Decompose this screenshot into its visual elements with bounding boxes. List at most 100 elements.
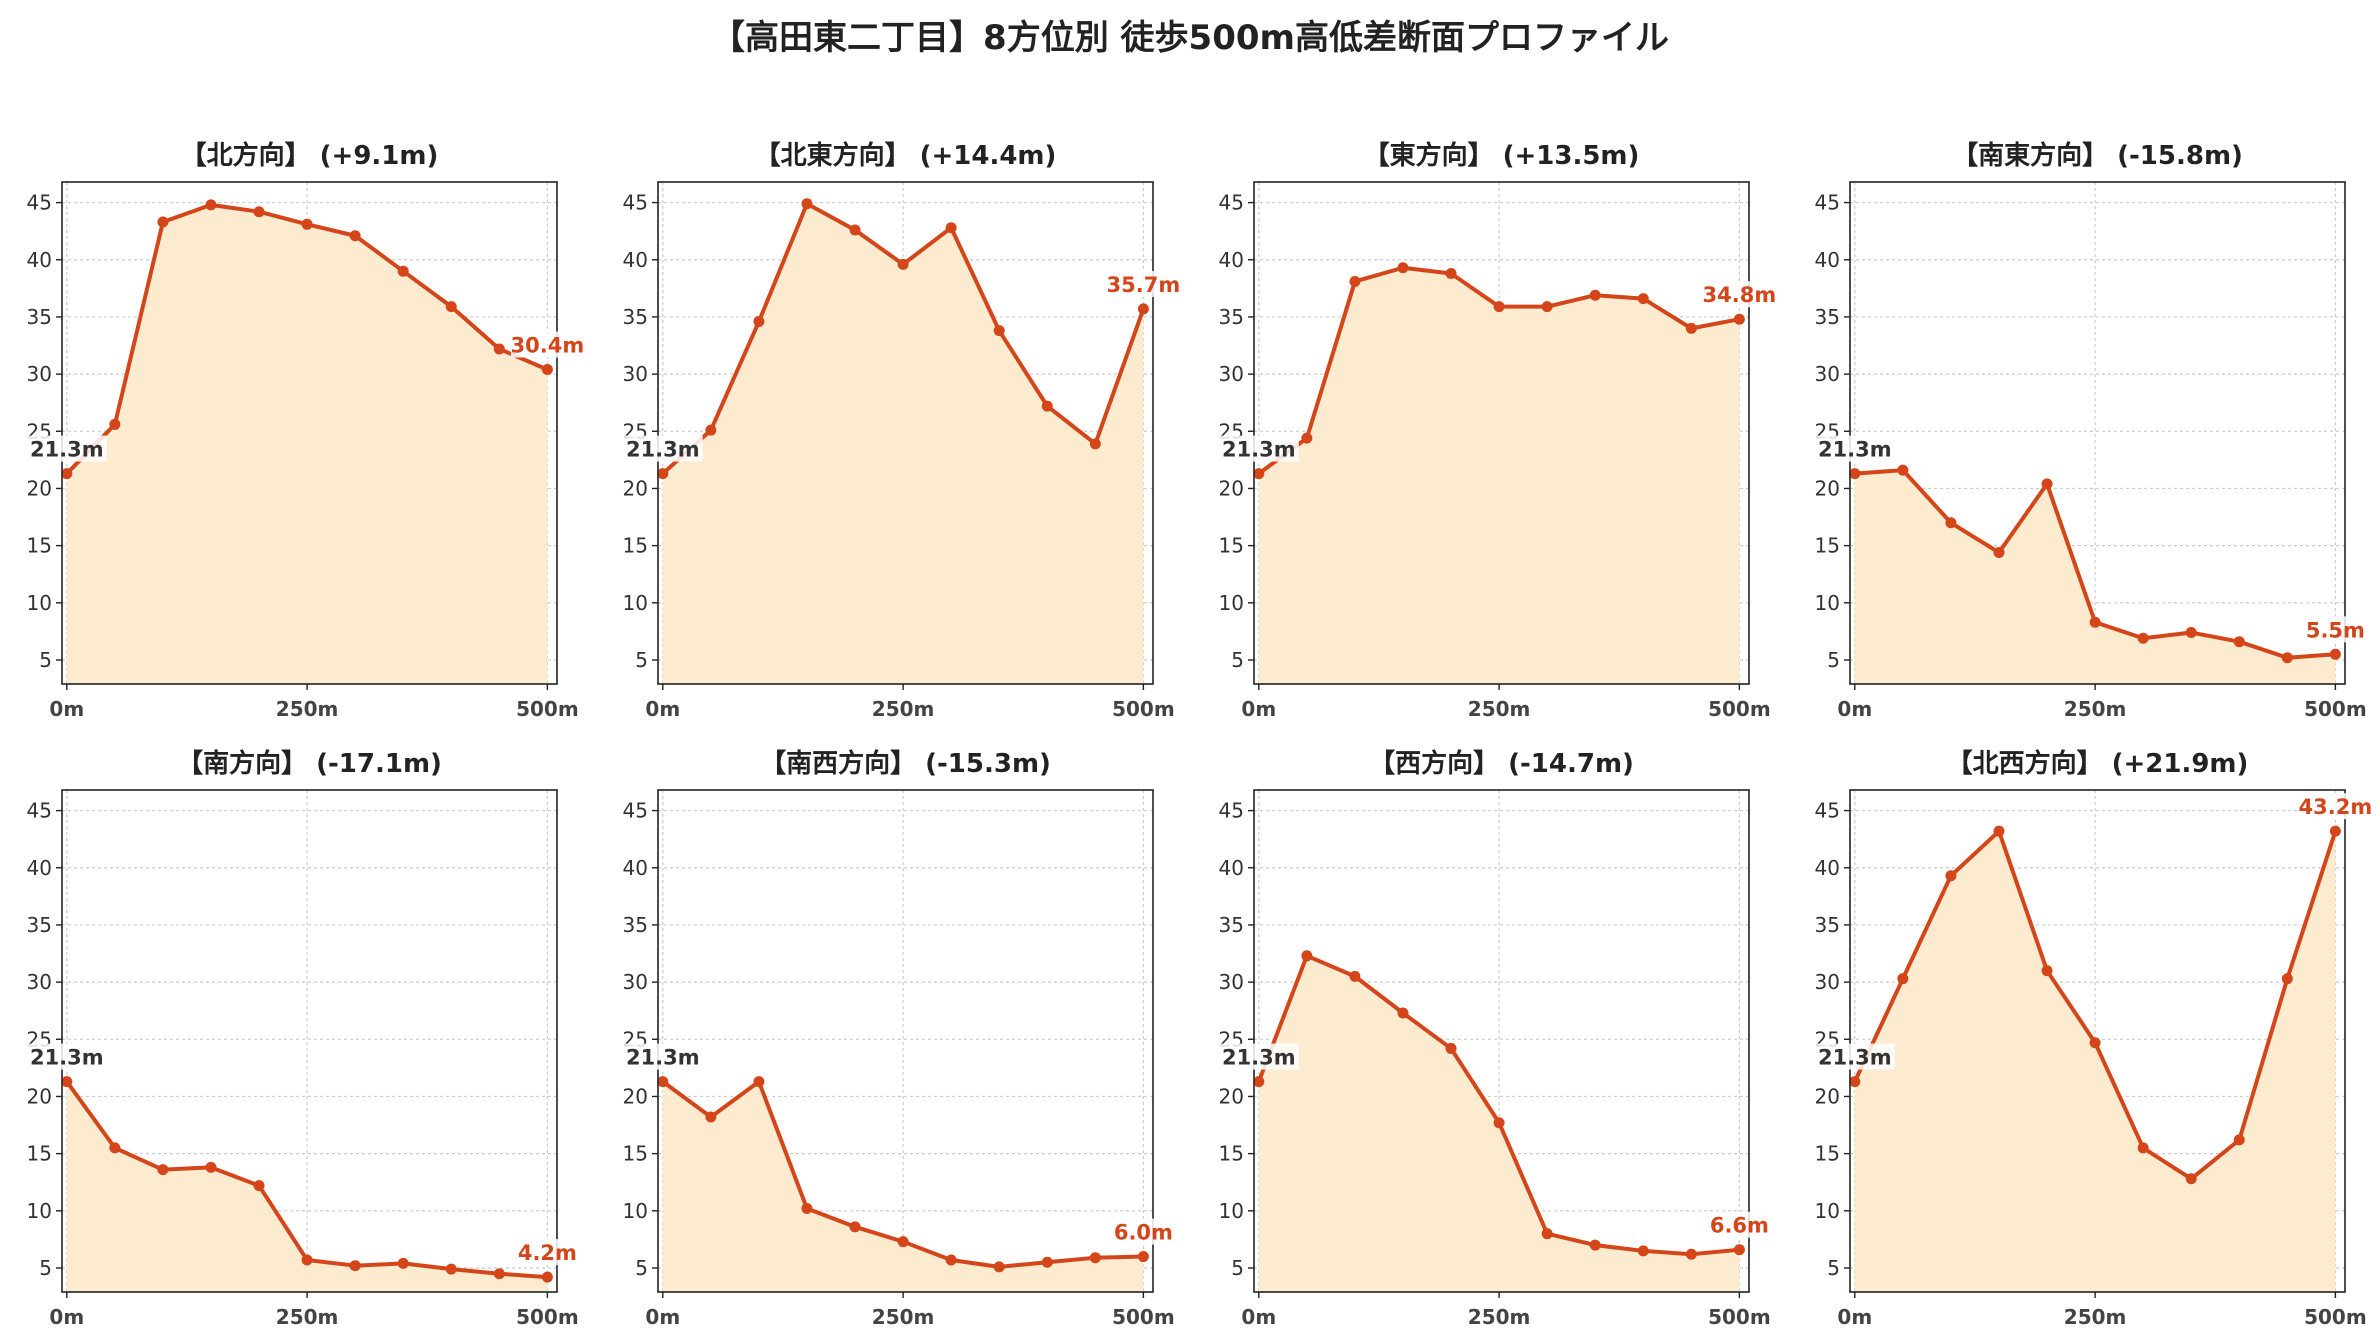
data-point: [1897, 464, 1909, 476]
data-point: [897, 258, 909, 270]
data-point: [493, 343, 505, 355]
data-point: [849, 1221, 861, 1233]
data-point: [753, 1076, 765, 1088]
data-point: [2185, 627, 2197, 639]
y-tick-label: 5: [635, 1256, 648, 1280]
x-tick-label: 0m: [1837, 1305, 1872, 1329]
end-label-bg: [1702, 281, 1776, 308]
data-point: [2281, 652, 2293, 664]
y-tick-label: 30: [1815, 970, 1840, 994]
y-tick-label: 5: [39, 648, 52, 672]
data-point: [1041, 1256, 1053, 1268]
x-tick-label: 250m: [276, 697, 339, 721]
data-point: [1733, 313, 1745, 325]
start-label-bg: [622, 435, 703, 462]
y-tick-label: 30: [27, 362, 52, 386]
y-tick-label: 15: [1815, 1142, 1840, 1166]
x-tick-label: 250m: [1468, 697, 1531, 721]
plot-frame: [1849, 181, 2346, 685]
elevation-area: [1258, 267, 1740, 684]
y-tick-label: 20: [27, 476, 52, 500]
start-label-bg: [26, 1043, 107, 1070]
start-elevation-label: 21.3m: [626, 1046, 700, 1070]
y-tick-label: 35: [1815, 305, 1840, 329]
elevation-area: [662, 1081, 1144, 1292]
x-tick-label: 250m: [872, 1305, 935, 1329]
y-tick-label: 20: [623, 1084, 648, 1108]
start-label-bg: [1218, 435, 1299, 462]
y-tick-label: 35: [623, 305, 648, 329]
start-label-bg: [1814, 435, 1895, 462]
data-point: [801, 198, 813, 210]
data-point: [205, 199, 217, 211]
y-tick-label: 20: [1815, 476, 1840, 500]
end-elevation-label: 4.2m: [518, 1241, 577, 1265]
data-point: [1137, 1251, 1149, 1263]
data-point: [1589, 289, 1601, 301]
y-tick-label: 45: [1219, 191, 1244, 215]
y-tick-label: 10: [27, 1199, 52, 1223]
y-tick-label: 5: [39, 1256, 52, 1280]
y-tick-label: 30: [1815, 362, 1840, 386]
y-tick-label: 20: [623, 476, 648, 500]
data-point: [945, 1254, 957, 1266]
data-point: [1733, 1244, 1745, 1256]
y-tick-label: 35: [1219, 913, 1244, 937]
end-label-bg: [1113, 1218, 1174, 1245]
data-point: [2281, 973, 2293, 985]
y-tick-label: 30: [623, 362, 648, 386]
end-elevation-label: 6.6m: [1710, 1214, 1769, 1238]
y-tick-label: 30: [1219, 362, 1244, 386]
y-tick-label: 30: [27, 970, 52, 994]
end-elevation-label: 6.0m: [1114, 1221, 1173, 1245]
data-point: [1301, 950, 1313, 962]
data-point: [157, 216, 169, 228]
data-point: [1397, 1007, 1409, 1019]
x-tick-label: 500m: [2304, 697, 2367, 721]
x-tick-label: 250m: [872, 697, 935, 721]
y-tick-label: 40: [623, 248, 648, 272]
end-label-bg: [1709, 1211, 1770, 1238]
data-point: [1945, 870, 1957, 882]
y-tick-label: 10: [1219, 1199, 1244, 1223]
plot-frame: [1849, 789, 2346, 1293]
data-point: [1041, 400, 1053, 412]
data-point: [849, 224, 861, 236]
data-point: [1253, 468, 1265, 480]
end-label-bg: [1106, 270, 1180, 297]
y-tick-label: 35: [1219, 305, 1244, 329]
data-point: [2137, 1142, 2149, 1154]
data-point: [1637, 1245, 1649, 1257]
subplot-title: 【西方向】 (-14.7m): [1369, 748, 1634, 779]
x-tick-label: 0m: [1241, 1305, 1276, 1329]
data-point: [993, 1261, 1005, 1273]
end-elevation-label: 35.7m: [1107, 273, 1181, 297]
x-tick-label: 500m: [1708, 697, 1771, 721]
figure-title: 【高田東二丁目】8方位別 徒歩500m高低差断面プロファイル: [711, 18, 1669, 58]
start-label-bg: [622, 1043, 703, 1070]
x-tick-label: 250m: [2064, 1305, 2127, 1329]
subplot-title: 【南方向】 (-17.1m): [177, 748, 442, 779]
end-label-bg: [2305, 616, 2366, 643]
y-tick-label: 10: [1219, 591, 1244, 615]
y-tick-label: 10: [623, 1199, 648, 1223]
x-tick-label: 500m: [1112, 1305, 1175, 1329]
data-point: [1849, 468, 1861, 480]
data-point: [541, 364, 553, 376]
data-point: [1445, 267, 1457, 279]
y-tick-label: 15: [1219, 1142, 1244, 1166]
x-tick-label: 500m: [2304, 1305, 2367, 1329]
data-point: [397, 265, 409, 277]
data-point: [657, 468, 669, 480]
y-tick-label: 40: [623, 856, 648, 880]
y-tick-label: 10: [1815, 1199, 1840, 1223]
y-tick-label: 30: [1219, 970, 1244, 994]
y-tick-label: 20: [1815, 1084, 1840, 1108]
x-tick-label: 0m: [49, 697, 84, 721]
y-tick-label: 10: [623, 591, 648, 615]
data-point: [349, 1260, 361, 1272]
x-tick-label: 500m: [1708, 1305, 1771, 1329]
start-elevation-label: 21.3m: [1818, 438, 1892, 462]
